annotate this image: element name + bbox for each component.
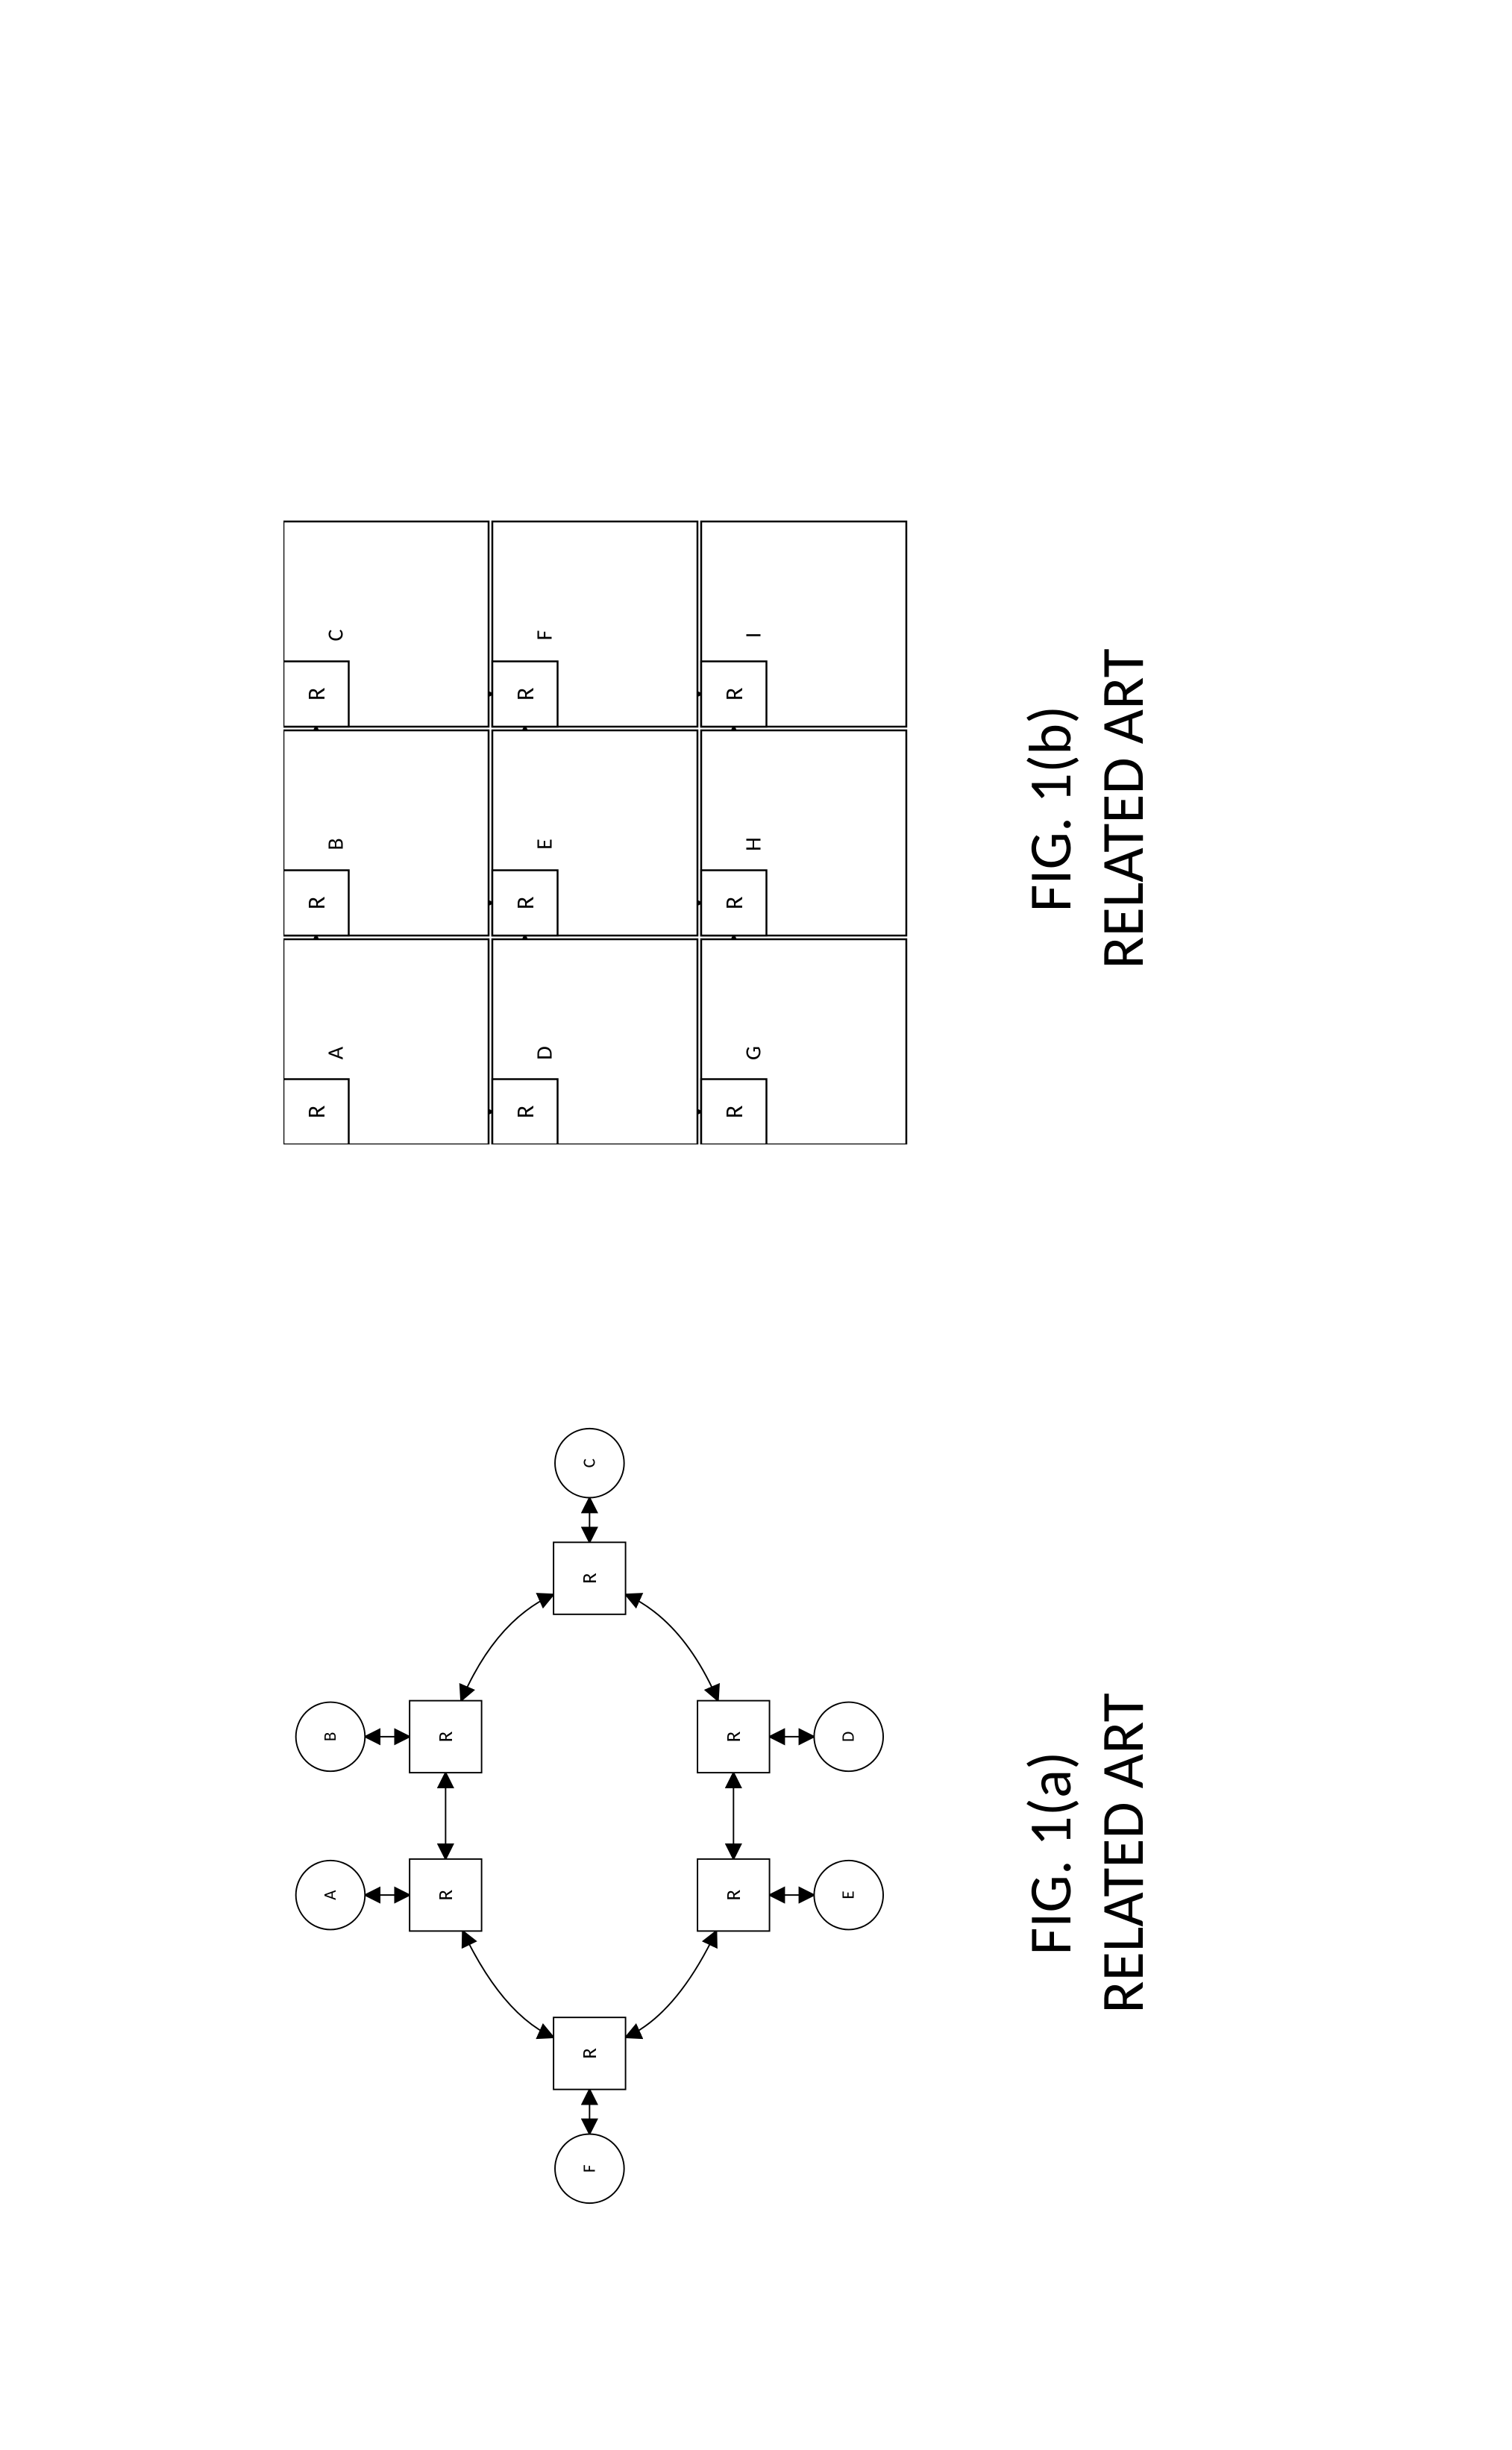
svg-text:A: A (322, 1046, 350, 1059)
svg-text:B: B (320, 1732, 341, 1742)
svg-text:R: R (301, 1105, 331, 1118)
svg-text:F: F (531, 630, 559, 641)
svg-text:D: D (838, 1732, 859, 1742)
fig-1b-caption-line1: FIG. 1(b) (1014, 473, 1087, 1144)
fig-1b: R A R B R C R D R E R F R G R H R I FIG. 1(b) RELATED ART (283, 324, 1402, 1144)
fig-1b-caption-line2: RELATED ART (1087, 473, 1159, 1144)
svg-text:R: R (510, 896, 540, 909)
svg-text:R: R (577, 1573, 602, 1584)
fig-1a-caption-line2: RELATED ART (1087, 1480, 1159, 2226)
svg-text:R: R (719, 687, 749, 701)
page-stage: RRRRRRABCDEF FIG. 1(a) RELATED ART RARBR… (0, 0, 1512, 2450)
svg-text:R: R (719, 896, 749, 909)
svg-text:D: D (531, 1046, 559, 1059)
fig-1a-caption-line1: FIG. 1(a) (1014, 1480, 1087, 2226)
svg-text:H: H (740, 837, 768, 851)
svg-text:A: A (320, 1890, 341, 1900)
svg-text:R: R (510, 687, 540, 701)
svg-text:R: R (301, 687, 331, 701)
svg-text:E: E (838, 1890, 859, 1899)
svg-text:G: G (740, 1046, 768, 1060)
svg-text:F: F (579, 2164, 600, 2172)
svg-text:R: R (433, 1731, 458, 1742)
svg-text:I: I (740, 633, 768, 639)
svg-text:R: R (721, 1731, 746, 1742)
svg-text:R: R (577, 2048, 602, 2059)
mesh-network-svg: R A R B R C R D R E R F R G R H R I (283, 473, 955, 1144)
fig-1b-caption: FIG. 1(b) RELATED ART (1014, 473, 1159, 1144)
fig-1a-caption: FIG. 1(a) RELATED ART (1014, 1480, 1159, 2226)
svg-text:B: B (322, 838, 350, 850)
svg-text:R: R (433, 1889, 458, 1900)
svg-text:C: C (322, 630, 350, 642)
ring-network-svg: R R R R R R A B C D E F (224, 1406, 970, 2226)
svg-text:E: E (531, 839, 559, 850)
fig-1a: R R R R R R A B C D E F FIG. 1(a) RELATED ART (224, 1406, 1343, 2226)
svg-text:R: R (301, 896, 331, 909)
svg-text:R: R (510, 1105, 540, 1118)
svg-text:C: C (579, 1459, 600, 1467)
svg-text:R: R (719, 1105, 749, 1118)
svg-text:R: R (721, 1889, 746, 1900)
